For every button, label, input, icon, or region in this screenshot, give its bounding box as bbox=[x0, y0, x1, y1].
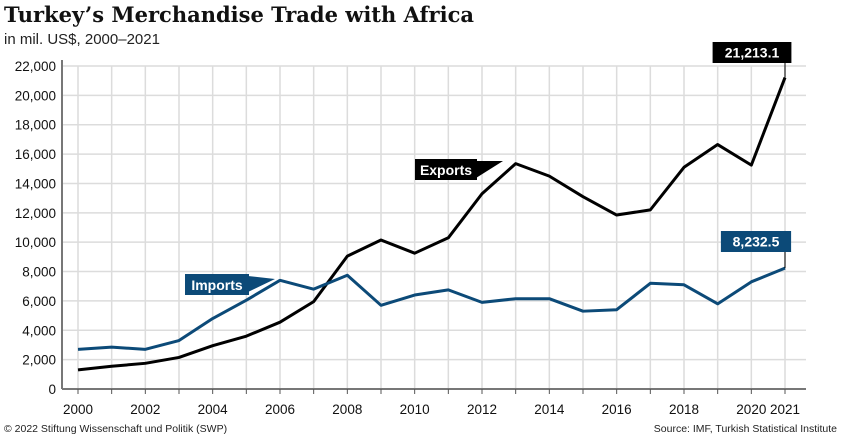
y-tick-label: 10,000 bbox=[15, 235, 56, 250]
y-tick-label: 14,000 bbox=[15, 176, 56, 191]
y-tick-label: 18,000 bbox=[15, 118, 56, 133]
y-tick-label: 2,000 bbox=[22, 353, 56, 368]
y-tick-label: 12,000 bbox=[15, 206, 56, 221]
y-tick-label: 16,000 bbox=[15, 147, 56, 162]
footer-source: Source: IMF, Turkish Statistical Institu… bbox=[654, 423, 837, 435]
imports-end-label-box bbox=[720, 231, 792, 252]
x-tick-label: 2021 bbox=[770, 402, 800, 417]
x-tick-label: 2008 bbox=[332, 402, 362, 417]
x-tick-label: 2002 bbox=[130, 402, 160, 417]
x-tick-label: 2012 bbox=[467, 402, 497, 417]
imports-label-pointer bbox=[248, 276, 275, 292]
exports-label-pointer bbox=[476, 161, 503, 178]
imports-end-label: 8,232.5 bbox=[733, 234, 780, 250]
x-tick-label: 2018 bbox=[669, 402, 699, 417]
x-tick-label: 2004 bbox=[198, 402, 229, 417]
chart-title: Turkey’s Merchandise Trade with Africa bbox=[4, 2, 474, 27]
exports-label-box bbox=[415, 159, 477, 180]
imports-label-box bbox=[185, 274, 249, 295]
chart-subtitle: in mil. US$, 2000–2021 bbox=[4, 31, 160, 48]
x-tick-label: 2020 bbox=[736, 402, 766, 417]
series-line-imports bbox=[77, 266, 786, 351]
x-tick-label: 2014 bbox=[534, 402, 565, 417]
x-tick-label: 2010 bbox=[400, 402, 430, 417]
y-tick-label: 4,000 bbox=[22, 323, 56, 338]
y-tick-label: 0 bbox=[48, 382, 56, 397]
x-tick-label: 2000 bbox=[63, 402, 93, 417]
exports-end-label-box bbox=[712, 42, 792, 63]
x-tick-label: 2016 bbox=[602, 402, 632, 417]
exports-legend-label: Exports bbox=[420, 162, 472, 178]
y-tick-label: 20,000 bbox=[15, 88, 56, 103]
imports-legend-label: Imports bbox=[191, 277, 243, 293]
exports-end-label: 21,213.1 bbox=[725, 45, 780, 61]
y-tick-label: 22,000 bbox=[15, 59, 56, 74]
y-tick-label: 8,000 bbox=[22, 265, 56, 280]
footer-copyright: © 2022 Stiftung Wissenschaft und Politik… bbox=[4, 423, 227, 435]
series-line-exports bbox=[77, 77, 787, 372]
y-tick-label: 6,000 bbox=[22, 294, 56, 309]
x-tick-label: 2006 bbox=[265, 402, 295, 417]
